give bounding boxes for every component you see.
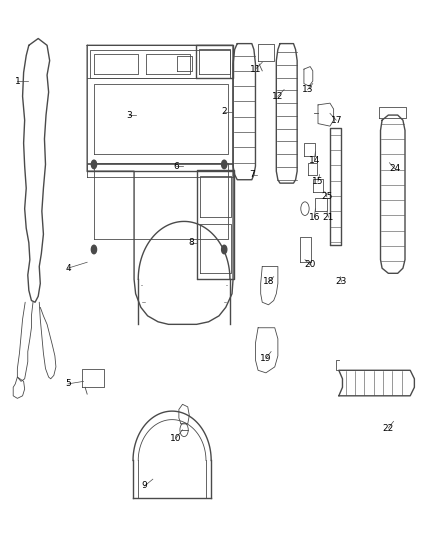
Text: 5: 5 xyxy=(65,379,71,389)
Text: 10: 10 xyxy=(170,434,181,443)
Text: 16: 16 xyxy=(309,213,320,222)
Text: 17: 17 xyxy=(331,116,342,125)
Text: 2: 2 xyxy=(221,107,227,116)
Text: 25: 25 xyxy=(321,192,332,201)
Circle shape xyxy=(222,160,227,168)
Circle shape xyxy=(92,245,96,254)
Text: 23: 23 xyxy=(336,277,347,286)
Text: 22: 22 xyxy=(383,424,394,433)
Text: 9: 9 xyxy=(141,481,147,490)
Text: 1: 1 xyxy=(14,77,20,85)
Text: 18: 18 xyxy=(263,277,274,286)
Text: 4: 4 xyxy=(65,264,71,273)
Text: 24: 24 xyxy=(389,164,400,173)
Text: 7: 7 xyxy=(249,170,255,179)
Text: 11: 11 xyxy=(250,64,261,74)
Text: 19: 19 xyxy=(260,354,272,363)
Circle shape xyxy=(222,245,227,254)
Text: 8: 8 xyxy=(188,238,194,247)
Text: 21: 21 xyxy=(323,213,334,222)
Text: 15: 15 xyxy=(312,177,324,186)
Text: 13: 13 xyxy=(302,85,313,94)
Text: 14: 14 xyxy=(309,156,320,165)
Circle shape xyxy=(92,160,96,168)
Text: 20: 20 xyxy=(304,260,316,269)
Text: 6: 6 xyxy=(173,161,179,171)
Text: 12: 12 xyxy=(272,92,283,101)
Text: 3: 3 xyxy=(126,110,132,119)
